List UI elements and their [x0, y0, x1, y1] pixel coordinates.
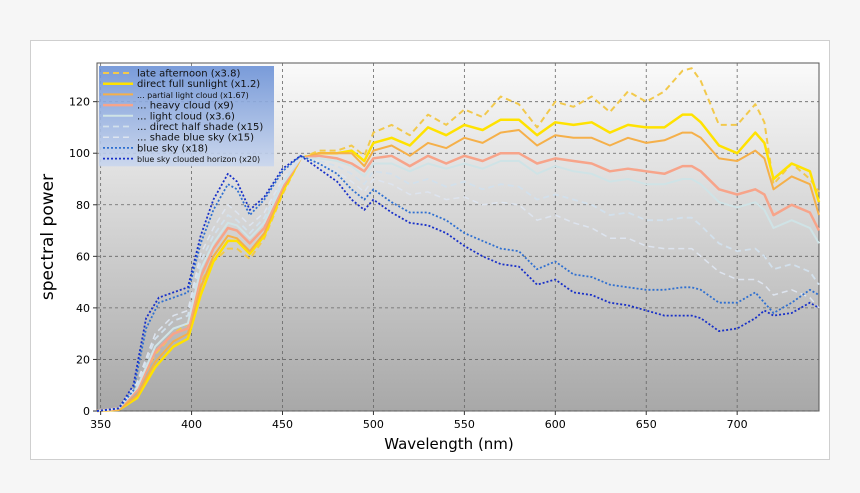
- spectral-power-chart: 350 400 450 500 550 600 650 700 0 20 40 60 80 100 120…: [38, 62, 821, 453]
- series-line-6: [96, 157, 820, 412]
- legend-label-3: ... partial light cloud (x1.67): [137, 91, 249, 100]
- y-tick-label: 60: [76, 250, 90, 263]
- legend-label-9: blue sky clouded horizon (x20): [137, 155, 260, 164]
- y-tick-label: 100: [69, 147, 90, 160]
- y-tick-label: 80: [76, 199, 90, 212]
- legend-label-6: ... direct half shade (x15): [137, 122, 263, 133]
- y-tick-label: 40: [76, 302, 90, 315]
- series-line-1: [96, 67, 820, 412]
- y-tick-label: 0: [83, 405, 90, 418]
- legend-label-4: ... heavy cloud (x9): [137, 101, 234, 112]
- legend-label-5: ... light cloud (x3.6): [137, 111, 235, 122]
- legend-label-8: blue sky (x18): [137, 143, 208, 154]
- legend-label-7: ... shade blue sky (x15): [137, 133, 254, 144]
- chart-frame: 350 400 450 500 550 600 650 700 0 20 40 60 80 100 120…: [30, 40, 830, 460]
- series-line-8: [96, 154, 820, 412]
- y-axis-ticks: 0 20 40 60 80 100 120: [69, 96, 97, 418]
- x-tick-label: 600: [545, 418, 566, 431]
- y-axis-label: spectral power: [38, 174, 58, 300]
- x-tick-label: 350: [90, 418, 111, 431]
- series-line-2: [96, 113, 821, 413]
- y-tick-label: 20: [76, 353, 90, 366]
- series-line-5: [96, 157, 820, 412]
- series-group: [96, 67, 821, 413]
- series-line-4: [96, 151, 821, 413]
- legend-label-1: late afternoon (x3.8): [137, 69, 240, 80]
- x-tick-label: 700: [727, 418, 748, 431]
- x-tick-label: 650: [636, 418, 657, 431]
- x-tick-label: 550: [454, 418, 475, 431]
- y-tick-label: 120: [69, 96, 90, 109]
- legend: late afternoon (x3.8)direct full sunligh…: [99, 66, 274, 167]
- legend-label-2: direct full sunlight (x1.2): [137, 79, 260, 90]
- x-axis-ticks: 350 400 450 500 550 600 650 700: [90, 411, 748, 431]
- x-tick-label: 400: [181, 418, 202, 431]
- series-line-3: [96, 129, 820, 412]
- x-tick-label: 500: [363, 418, 384, 431]
- x-tick-label: 450: [272, 418, 293, 431]
- series-line-7: [96, 157, 820, 412]
- x-axis-label: Wavelength (nm): [384, 435, 514, 453]
- series-line-9: [96, 154, 820, 412]
